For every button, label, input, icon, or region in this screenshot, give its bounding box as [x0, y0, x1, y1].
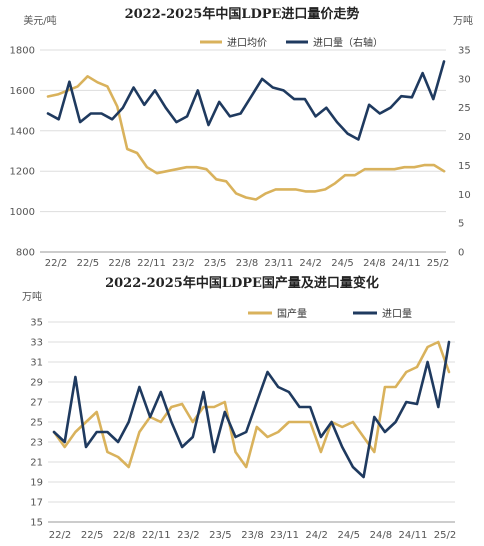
- y-left-tick-label: 1000: [10, 207, 35, 218]
- y-tick-label: 33: [30, 338, 43, 349]
- x-tick-label: 24/5: [338, 530, 360, 541]
- chart-2-legend: 国产量 进口量: [248, 307, 412, 320]
- x-tick-label: 25/2: [434, 530, 456, 541]
- y-tick-label: 15: [30, 518, 43, 529]
- chart-2-title: 2022-2025年中国LDPE国产量及进口量变化: [105, 275, 379, 291]
- chart-1-x-ticks: 22/2 22/5 22/8 22/11 23/2 23/5 23/8 23/11 24/2 24…: [45, 258, 449, 269]
- x-tick-label: 23/8: [241, 530, 263, 541]
- y-tick-label: 35: [30, 318, 43, 329]
- x-tick-label: 24/11: [399, 530, 428, 541]
- x-tick-label: 22/5: [81, 530, 103, 541]
- x-tick-label: 23/2: [172, 258, 194, 269]
- y-tick-label: 17: [30, 498, 43, 509]
- x-tick-label: 22/8: [113, 530, 135, 541]
- chart-2-gridlines: [48, 321, 455, 523]
- chart-1-legend: 进口均价 进口量（右轴）: [200, 36, 383, 49]
- x-tick-label: 22/11: [142, 530, 171, 541]
- chart-1-y-right-ticks: 0 5 10 15 20 25 30 35: [458, 46, 471, 259]
- series-line-import-volume-2: [52, 340, 451, 479]
- x-tick-label: 24/11: [392, 258, 421, 269]
- chart-1-left-unit: 美元/吨: [23, 14, 56, 27]
- x-tick-label: 24/8: [363, 258, 385, 269]
- chart-1-series: [46, 60, 446, 201]
- y-tick-label: 27: [30, 398, 43, 409]
- y-tick-label: 23: [30, 438, 43, 449]
- y-left-tick-label: 1200: [10, 167, 35, 178]
- y-right-tick-label: 5: [458, 219, 464, 230]
- x-tick-label: 24/2: [299, 258, 321, 269]
- y-left-tick-label: 800: [16, 248, 35, 259]
- y-right-tick-label: 30: [458, 74, 471, 85]
- y-right-tick-label: 15: [458, 161, 471, 172]
- x-tick-label: 23/5: [204, 258, 226, 269]
- y-tick-label: 21: [30, 458, 43, 469]
- y-right-tick-label: 35: [458, 46, 471, 57]
- y-tick-label: 31: [30, 358, 43, 369]
- chart-1-y-left-ticks: 800 1000 1200 1400 1600 1800: [10, 46, 35, 259]
- chart-1-gridlines: [40, 49, 446, 253]
- series-line-import-volume: [46, 60, 446, 141]
- y-left-tick-label: 1800: [10, 46, 35, 57]
- y-tick-label: 29: [30, 378, 43, 389]
- legend-label-import-volume-right: 进口量（右轴）: [313, 36, 383, 49]
- x-tick-label: 22/2: [49, 530, 71, 541]
- x-tick-label: 25/2: [427, 258, 449, 269]
- x-tick-label: 22/2: [45, 258, 67, 269]
- chart-2-left-unit: 万吨: [22, 290, 42, 303]
- x-tick-label: 23/5: [209, 530, 231, 541]
- y-right-tick-label: 0: [458, 248, 464, 259]
- y-right-tick-label: 20: [458, 132, 471, 143]
- chart-2-x-ticks: 22/2 22/5 22/8 22/11 23/2 23/5 23/8 23/11 24/2 24…: [49, 530, 456, 541]
- chart-1-title: 2022-2025年中国LDPE进口量价走势: [125, 6, 360, 22]
- chart-2-production-volume: 2022-2025年中国LDPE国产量及进口量变化 万吨 15 17 19 21 23 2…: [22, 275, 456, 541]
- x-tick-label: 23/2: [177, 530, 199, 541]
- x-tick-label: 23/11: [270, 530, 299, 541]
- x-tick-label: 22/11: [137, 258, 166, 269]
- y-left-tick-label: 1400: [10, 126, 35, 137]
- x-tick-label: 23/8: [236, 258, 258, 269]
- legend-label-import-volume-2: 进口量: [382, 308, 412, 320]
- x-tick-label: 24/2: [305, 530, 327, 541]
- chart-2-y-ticks: 15 17 19 21 23 25 27 29 31 33 35: [30, 318, 43, 529]
- chart-1-right-unit: 万吨: [453, 14, 473, 27]
- y-left-tick-label: 1600: [10, 86, 35, 97]
- series-line-domestic-output: [52, 340, 451, 469]
- x-tick-label: 24/8: [370, 530, 392, 541]
- legend-label-avg-price: 进口均价: [227, 37, 267, 49]
- legend-label-domestic-output: 国产量: [277, 307, 307, 320]
- chart-1-price-volume: 2022-2025年中国LDPE进口量价走势 美元/吨 万吨 800 1000 12…: [10, 6, 473, 269]
- x-tick-label: 23/11: [264, 258, 293, 269]
- y-tick-label: 25: [30, 418, 43, 429]
- x-tick-label: 22/8: [108, 258, 130, 269]
- x-tick-label: 24/5: [331, 258, 353, 269]
- y-right-tick-label: 25: [458, 103, 471, 114]
- series-line-avg-price: [46, 75, 446, 201]
- chart-2-series: [52, 340, 451, 479]
- y-right-tick-label: 10: [458, 190, 471, 201]
- x-tick-label: 22/5: [77, 258, 99, 269]
- y-tick-label: 19: [30, 478, 43, 489]
